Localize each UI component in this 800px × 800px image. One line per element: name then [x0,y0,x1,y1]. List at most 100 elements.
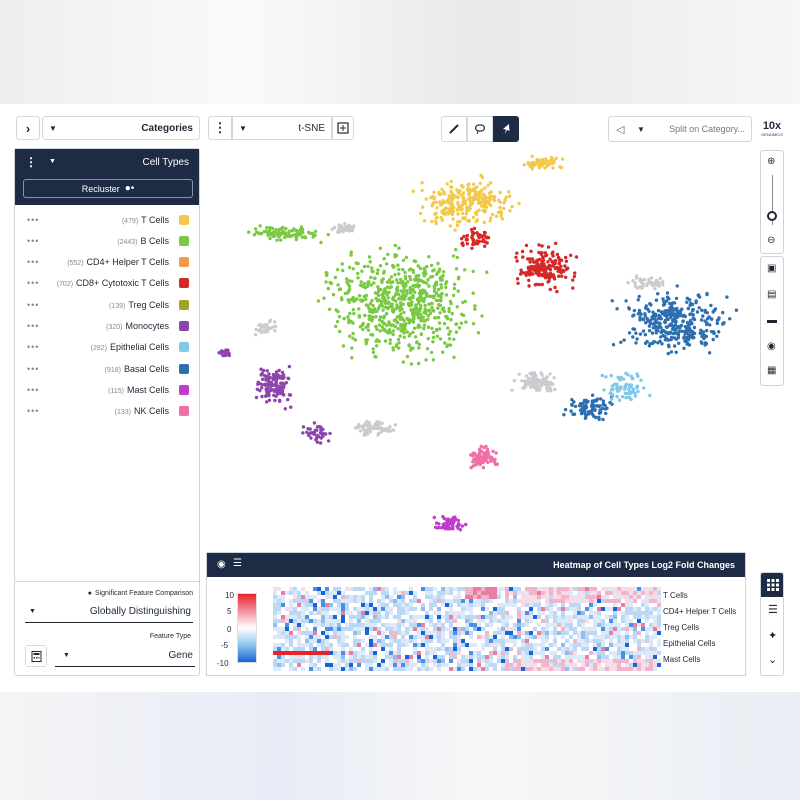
heatmap-cell [425,591,430,596]
zoom-slider-handle[interactable] [767,211,777,221]
significant-feature-select[interactable]: ▼ Globally Distinguishing [25,601,193,623]
cell-type-row[interactable]: ••• (2443) B Cells [15,230,199,251]
heatmap-cell [413,591,418,596]
cell-type-row[interactable]: ••• (918) Basal Cells [15,358,199,379]
cell-type-row[interactable]: ••• (702) CD8+ Cytotoxic T Cells [15,273,199,294]
cell-type-color-checkbox[interactable] [179,257,189,268]
cell-type-color-checkbox[interactable] [179,384,189,395]
cell-type-row[interactable]: ••• (282) Epithelial Cells [15,337,199,358]
tsne-scatter-plot[interactable] [205,148,755,548]
feature-type-select[interactable]: ▼ Gene [55,645,195,667]
heatmap-cell [465,603,470,608]
cell-point [493,195,497,199]
heatmap-cell [525,623,530,628]
heatmap-cell [409,647,414,652]
layers-icon[interactable]: ▬ [767,315,777,326]
heatmap-cell [429,639,434,644]
export-image-icon[interactable]: ▦ [767,365,777,376]
pointer-tool-button[interactable] [493,116,519,142]
cell-point [314,437,319,441]
heatmap-cell [637,627,642,632]
heatmap-cell [353,591,358,596]
row-menu-icon[interactable]: ••• [27,214,40,225]
heatmap-cell [473,635,478,640]
heatmap-cell [445,591,450,596]
lasso-tool-button[interactable] [467,116,493,142]
cell-type-row[interactable]: ••• (133) NK Cells [15,401,199,422]
calculator-button[interactable] [25,645,47,667]
cell-point [661,283,665,287]
options-button[interactable]: ⋮ [208,116,232,140]
heatmap-view-button[interactable] [761,573,783,597]
cell-type-row[interactable]: ••• (139) Treg Cells [15,294,199,315]
brush-tool-button[interactable] [441,116,467,142]
cell-type-row[interactable]: ••• (115) Mast Cells [15,379,199,400]
cell-type-row[interactable]: ••• (320) Monocytes [15,316,199,337]
recluster-button[interactable]: Recluster ●• [23,179,193,198]
cell-point [672,325,676,329]
zoom-in-icon[interactable]: ⊕ [767,156,776,167]
cell-type-color-checkbox[interactable] [179,278,189,289]
cell-type-color-checkbox[interactable] [179,321,189,331]
cell-type-color-checkbox[interactable] [179,406,189,417]
row-menu-icon[interactable]: ••• [27,384,40,395]
cell-type-color-checkbox[interactable] [179,363,189,374]
cell-type-color-checkbox[interactable] [179,214,189,225]
heatmap-cell [325,635,330,640]
row-menu-icon[interactable]: ••• [27,278,40,289]
heatmap-cell [461,599,466,604]
save-icon[interactable]: ▤ [767,289,777,300]
heatmap-cell [369,667,374,671]
cell-type-color-checkbox[interactable] [179,342,189,353]
heatmap-cell [421,655,426,660]
heatmap-cell [637,615,642,620]
row-menu-icon[interactable]: ••• [27,363,40,374]
cell-point [378,329,382,333]
fit-view-icon[interactable]: ▣ [767,263,777,274]
heatmap-cell [401,631,406,636]
cell-point [701,314,705,318]
settings-list-icon[interactable]: ☰ [233,558,242,569]
heatmap-cell [441,635,446,640]
split-on-category-select[interactable]: ◁ ▼ Split on Category... [608,116,752,142]
heatmap-cell [601,647,606,652]
heatmap-cell [589,627,594,632]
projection-add-button[interactable] [332,116,354,140]
cell-point [656,341,660,345]
kebab-icon[interactable]: ⋮ [25,155,37,169]
categories-select[interactable]: ▼ Categories [42,116,200,140]
heatmap-cell [281,591,286,596]
cell-point [484,456,489,460]
projection-select[interactable]: ▼ t-SNE [232,116,332,140]
cell-point [643,341,648,345]
row-menu-icon[interactable]: ••• [27,257,40,268]
zoom-slider-track[interactable] [772,175,773,225]
cell-type-row[interactable]: ••• (552) CD4+ Helper T Cells [15,252,199,273]
zoom-out-icon[interactable]: ⊖ [767,235,776,246]
cell-type-color-checkbox[interactable] [179,299,189,310]
list-view-icon[interactable]: ☰ [768,604,778,616]
heatmap-cell [649,611,654,616]
caret-down-icon[interactable]: ▼ [49,158,56,165]
row-menu-icon[interactable]: ••• [27,342,40,353]
info-icon[interactable]: ● [87,590,92,597]
camera-icon[interactable]: ◉ [217,559,226,570]
row-menu-icon[interactable]: ••• [27,406,40,417]
heatmap-cell [469,615,474,620]
pointer-settings-icon[interactable]: ✦ [768,630,778,642]
row-menu-icon[interactable]: ••• [27,299,40,310]
heatmap-cell [485,599,490,604]
row-menu-icon[interactable]: ••• [27,321,40,331]
heatmap-grid[interactable] [273,587,661,671]
camera-icon[interactable]: ◉ [767,341,776,352]
chevron-down-icon[interactable]: ⌄ [768,654,778,666]
collapse-panel-button[interactable]: › [16,116,40,140]
cell-point [217,351,221,355]
heatmap-cell [281,639,286,644]
row-menu-icon[interactable]: ••• [27,235,40,246]
cell-type-row[interactable]: ••• (479) T Cells [15,209,199,230]
cell-point [455,223,460,228]
heatmap-cell [577,667,582,671]
heatmap-cell [625,643,630,648]
cell-type-color-checkbox[interactable] [179,235,189,246]
